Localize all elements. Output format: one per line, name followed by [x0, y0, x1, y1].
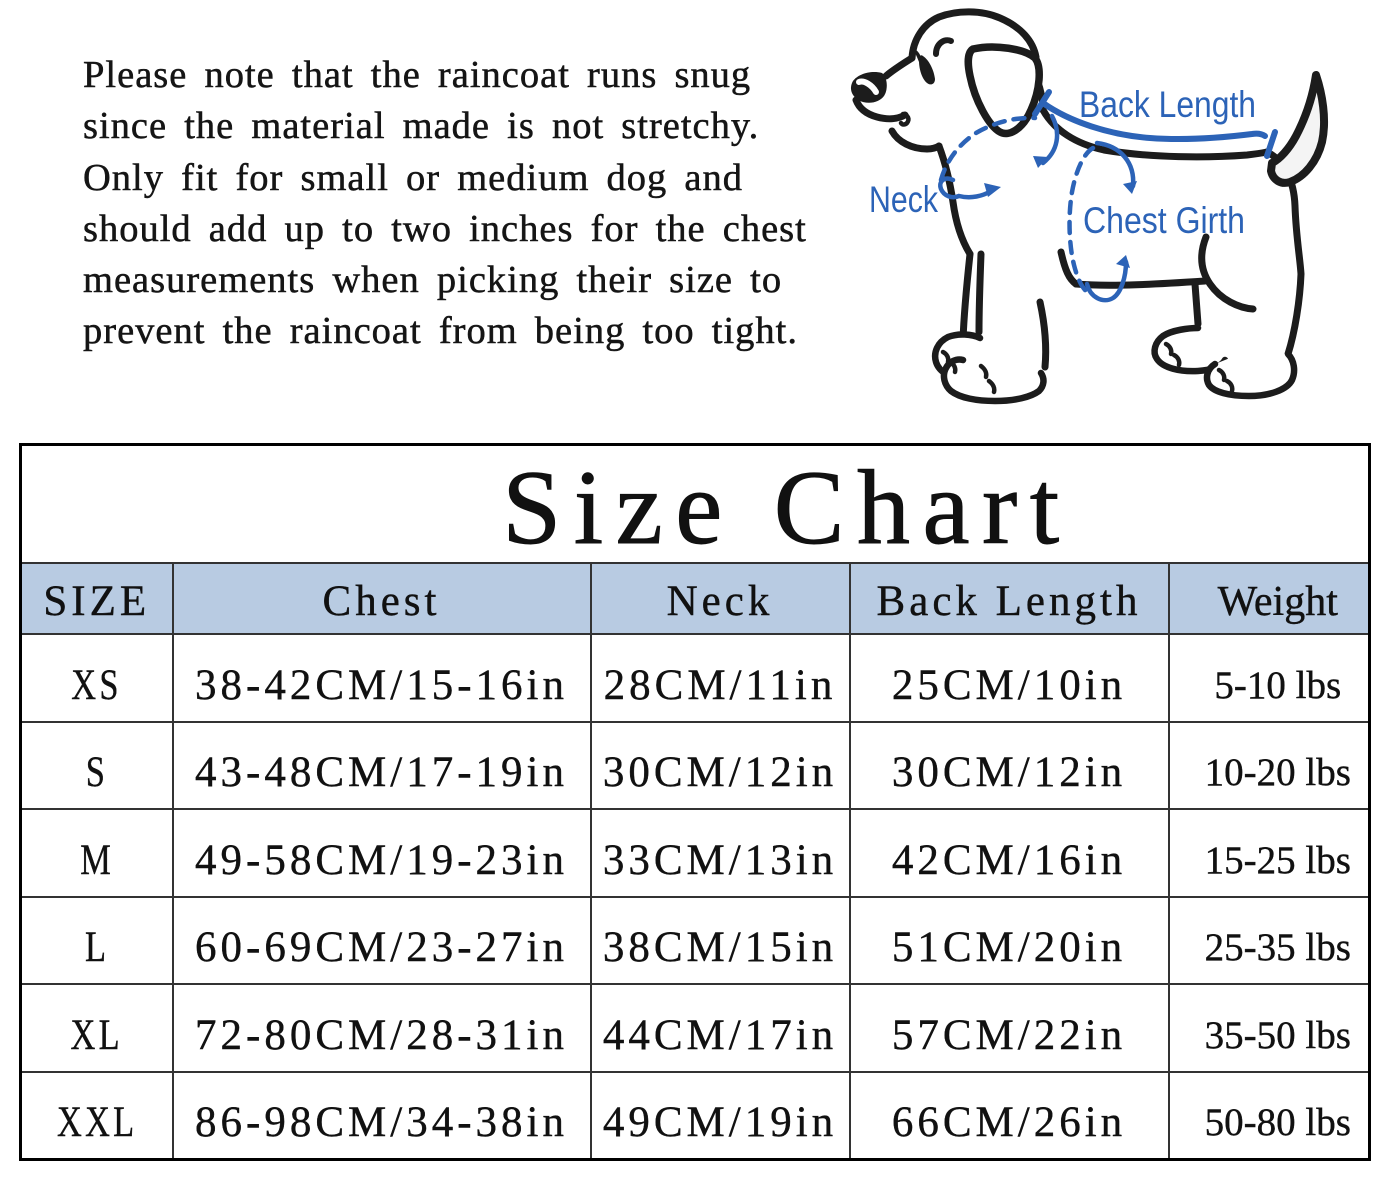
- svg-text:Back Length: Back Length: [1079, 84, 1256, 125]
- svg-text:Neck: Neck: [869, 179, 938, 220]
- svg-text:Chest Girth: Chest Girth: [1083, 200, 1245, 241]
